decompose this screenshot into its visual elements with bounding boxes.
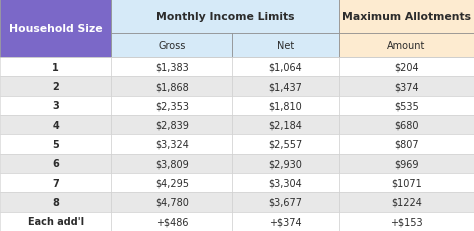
Text: 5: 5 — [52, 139, 59, 149]
Bar — [111, 0, 339, 33]
Text: +$374: +$374 — [269, 216, 302, 226]
Text: $969: $969 — [394, 159, 419, 169]
Bar — [339, 116, 474, 135]
Text: $807: $807 — [394, 139, 419, 149]
Bar — [339, 212, 474, 231]
Text: $2,839: $2,839 — [155, 120, 189, 130]
Text: Monthly Income Limits: Monthly Income Limits — [156, 12, 294, 22]
Bar — [111, 77, 232, 96]
Bar — [232, 58, 339, 77]
Text: 3: 3 — [52, 101, 59, 111]
Bar — [232, 96, 339, 116]
Text: $1,383: $1,383 — [155, 62, 189, 72]
Text: Gross: Gross — [158, 41, 185, 51]
Text: $3,324: $3,324 — [155, 139, 189, 149]
Text: $204: $204 — [394, 62, 419, 72]
Bar — [232, 192, 339, 212]
Text: +$486: +$486 — [155, 216, 188, 226]
Text: $1,064: $1,064 — [269, 62, 302, 72]
Text: $2,353: $2,353 — [155, 101, 189, 111]
Bar — [339, 33, 474, 58]
Text: $4,295: $4,295 — [155, 178, 189, 188]
Bar — [0, 212, 111, 231]
Text: 1: 1 — [52, 62, 59, 72]
Bar — [111, 154, 232, 173]
Bar — [0, 173, 111, 192]
Bar — [0, 135, 111, 154]
Bar — [0, 192, 111, 212]
Bar — [111, 135, 232, 154]
Bar — [232, 135, 339, 154]
Text: $1,437: $1,437 — [269, 82, 302, 92]
Bar — [111, 33, 232, 58]
Text: Household Size: Household Size — [9, 24, 102, 34]
Text: $3,809: $3,809 — [155, 159, 189, 169]
Bar — [339, 0, 474, 33]
Bar — [0, 154, 111, 173]
Bar — [339, 154, 474, 173]
Bar — [0, 0, 111, 58]
Bar — [111, 96, 232, 116]
Text: 8: 8 — [52, 197, 59, 207]
Bar — [232, 77, 339, 96]
Text: $1071: $1071 — [391, 178, 422, 188]
Text: $1,810: $1,810 — [269, 101, 302, 111]
Bar — [111, 58, 232, 77]
Text: $535: $535 — [394, 101, 419, 111]
Text: $3,304: $3,304 — [269, 178, 302, 188]
Bar — [339, 96, 474, 116]
Text: $1,868: $1,868 — [155, 82, 189, 92]
Text: $374: $374 — [394, 82, 419, 92]
Bar — [0, 96, 111, 116]
Bar — [232, 33, 339, 58]
Text: $680: $680 — [394, 120, 419, 130]
Bar — [0, 77, 111, 96]
Text: $3,677: $3,677 — [269, 197, 302, 207]
Bar — [339, 135, 474, 154]
Text: 6: 6 — [52, 159, 59, 169]
Bar — [0, 116, 111, 135]
Bar — [0, 58, 111, 77]
Bar — [232, 116, 339, 135]
Text: 7: 7 — [52, 178, 59, 188]
Text: $2,184: $2,184 — [269, 120, 302, 130]
Text: +$153: +$153 — [390, 216, 423, 226]
Bar — [339, 58, 474, 77]
Bar — [111, 212, 232, 231]
Bar — [111, 173, 232, 192]
Text: Amount: Amount — [387, 41, 426, 51]
Bar — [232, 212, 339, 231]
Text: 2: 2 — [52, 82, 59, 92]
Bar — [111, 192, 232, 212]
Text: Net: Net — [277, 41, 294, 51]
Bar — [339, 173, 474, 192]
Bar — [232, 173, 339, 192]
Bar — [339, 77, 474, 96]
Bar — [339, 192, 474, 212]
Text: $4,780: $4,780 — [155, 197, 189, 207]
Text: $2,557: $2,557 — [268, 139, 303, 149]
Text: Each add'l: Each add'l — [27, 216, 84, 226]
Bar — [111, 116, 232, 135]
Text: $2,930: $2,930 — [269, 159, 302, 169]
Text: Maximum Allotments: Maximum Allotments — [342, 12, 471, 22]
Text: 4: 4 — [52, 120, 59, 130]
Text: $1224: $1224 — [391, 197, 422, 207]
Bar — [232, 154, 339, 173]
